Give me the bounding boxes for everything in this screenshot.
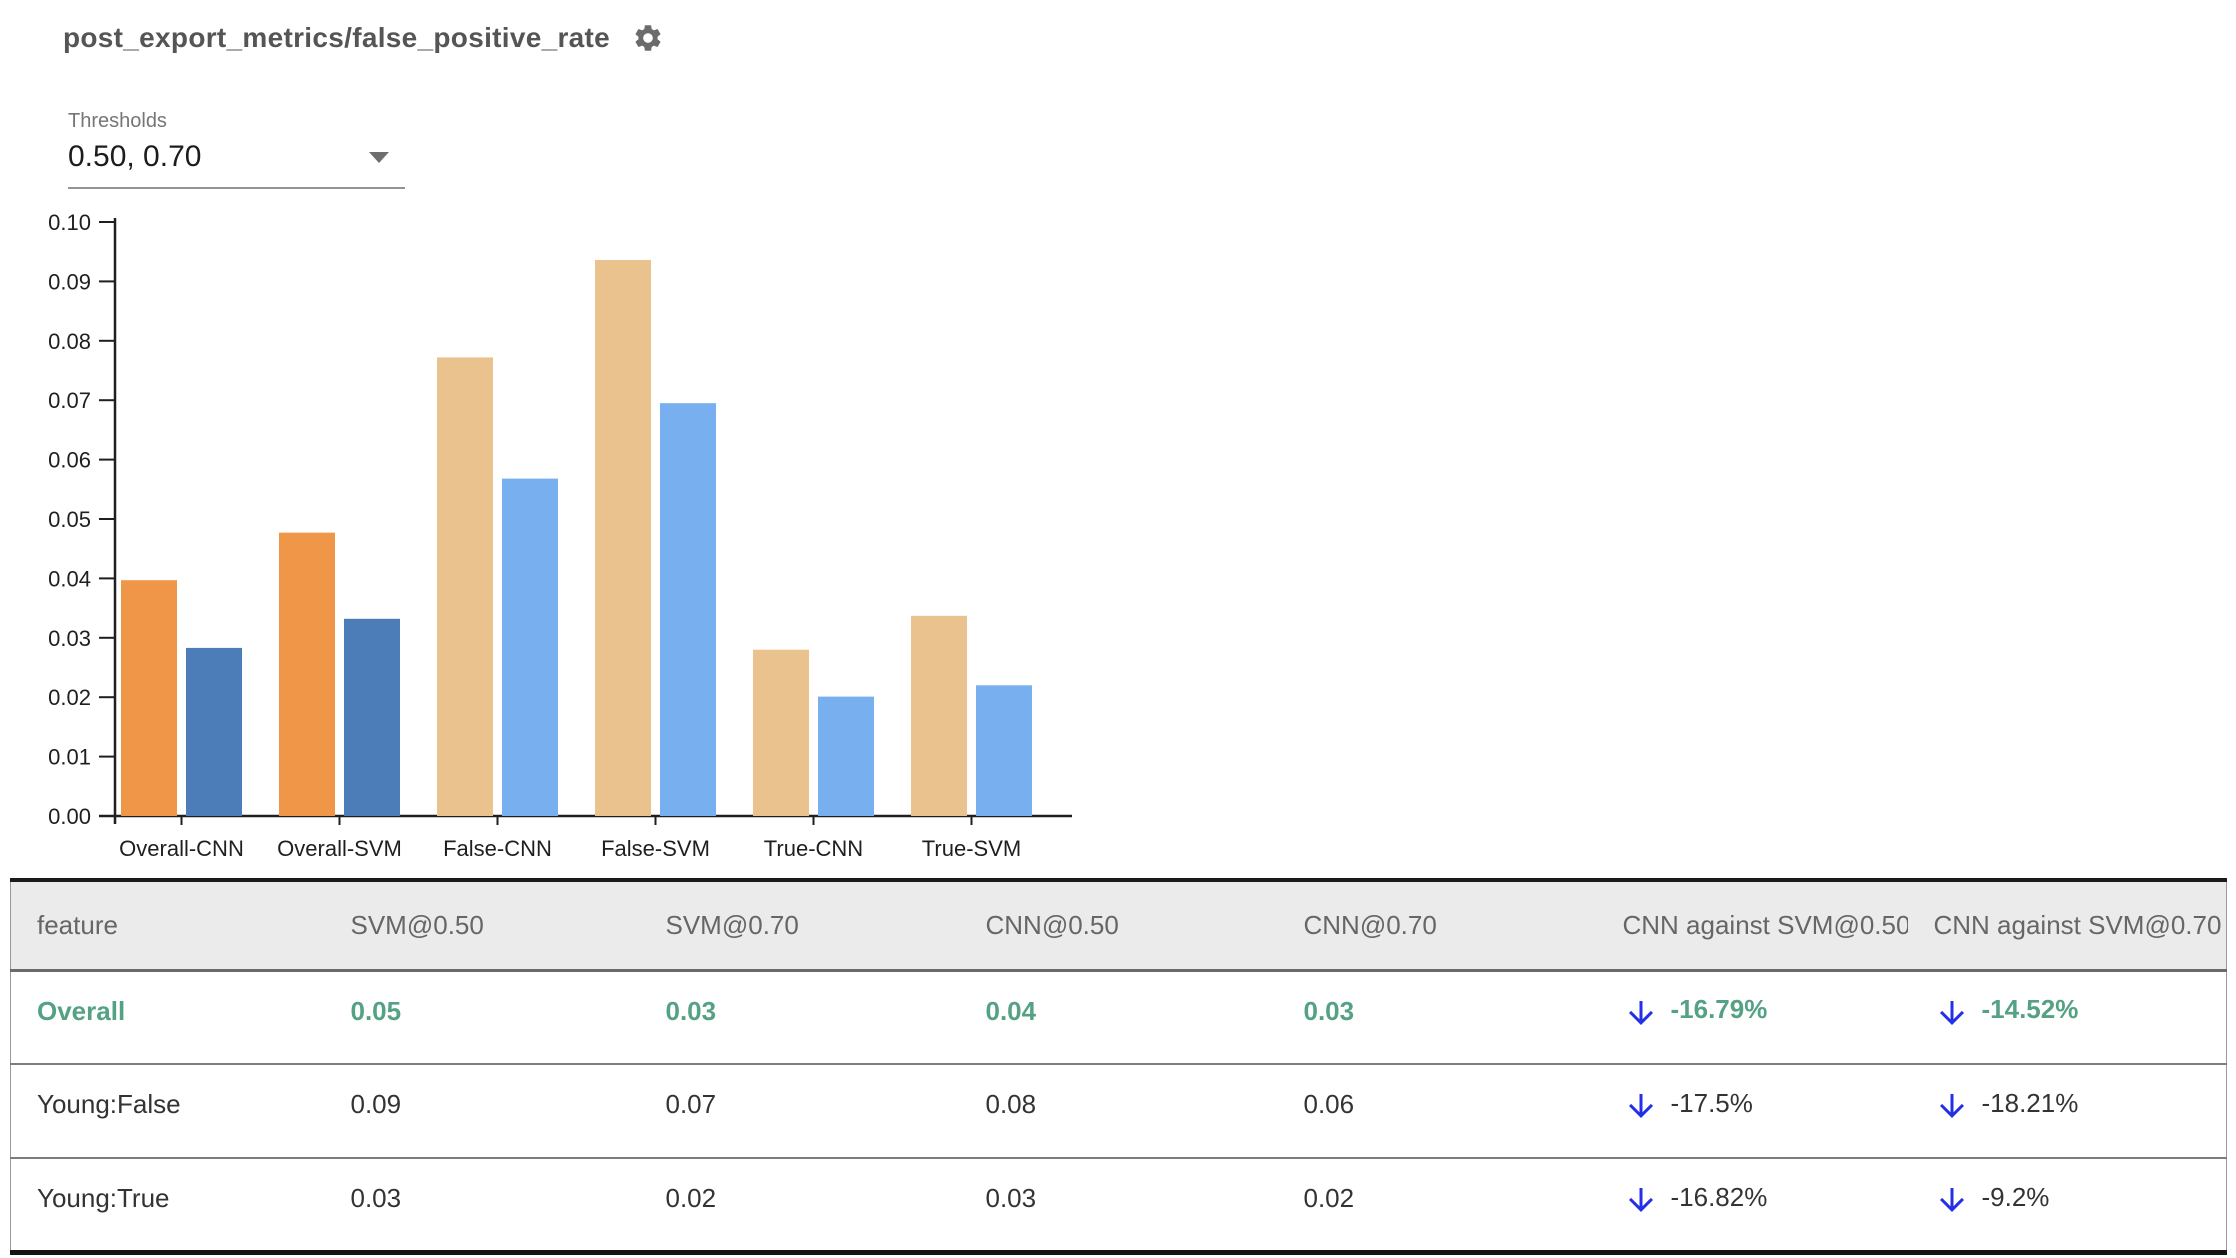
bar-Overall-CNN-threshold@0.50[interactable] xyxy=(121,580,177,816)
bar-False-CNN-threshold@0.50[interactable] xyxy=(437,357,493,816)
column-header: SVM@0.50 xyxy=(324,880,640,970)
diff-value: -16.79% xyxy=(1670,994,1768,1024)
bar-True-SVM-threshold@0.50[interactable] xyxy=(911,615,967,816)
diff-cell: -16.82% xyxy=(1597,1158,1908,1252)
bar-Overall-SVM-threshold@0.50[interactable] xyxy=(279,532,335,816)
arrow-down-icon xyxy=(1939,1094,1964,1118)
diff-value: -17.5% xyxy=(1670,1087,1753,1118)
metric-value-cell: 0.09 xyxy=(350,1089,402,1119)
y-axis-tick-label: 0.08 xyxy=(48,329,91,354)
x-category-label: False-SVM xyxy=(601,836,710,861)
diff-cell: -17.5% xyxy=(1597,1064,1908,1158)
diff-value: -9.2% xyxy=(1981,1181,2050,1212)
diff-cell: -9.2% xyxy=(1908,1158,2227,1252)
diff-value: -16.82% xyxy=(1670,1181,1768,1212)
column-header: CNN against SVM@0.70 xyxy=(1907,880,2227,970)
y-axis-tick-label: 0.00 xyxy=(48,804,91,829)
x-category-label: False-CNN xyxy=(443,836,552,861)
gear-icon[interactable] xyxy=(632,22,664,54)
y-axis-tick-label: 0.06 xyxy=(48,448,91,473)
feature-cell: Young:True xyxy=(37,1183,170,1213)
y-axis-tick-label: 0.09 xyxy=(48,269,91,294)
metrics-table: feature SVM@0.50 SVM@0.70 CNN@0.50 CNN@0.70 C… xyxy=(10,878,2227,1255)
thresholds-value: 0.50, 0.70 xyxy=(68,140,202,173)
column-header: CNN@0.70 xyxy=(1277,880,1597,970)
x-category-label: Overall-CNN xyxy=(119,836,244,861)
diff-cell: -14.52% xyxy=(1908,970,2227,1064)
arrow-down-icon xyxy=(1939,1188,1964,1212)
thresholds-label: Thresholds xyxy=(68,110,167,132)
y-axis-tick-label: 0.10 xyxy=(48,210,91,235)
metric-value-cell: 0.05 xyxy=(350,995,402,1026)
x-category-label: True-CNN xyxy=(764,836,863,861)
metric-value-cell: 0.03 xyxy=(985,1183,1037,1213)
bar-False-CNN-threshold@0.70[interactable] xyxy=(502,478,558,816)
bar-True-SVM-threshold@0.70[interactable] xyxy=(976,685,1032,816)
arrow-down-icon xyxy=(1628,1094,1653,1118)
table-row[interactable]: Young:True 0.03 0.02 0.03 0.02 -16.82% -9.2% xyxy=(11,1158,2227,1252)
bar-True-CNN-threshold@0.70[interactable] xyxy=(818,696,874,816)
metric-value-cell: 0.03 xyxy=(665,995,717,1026)
metric-value-cell: 0.07 xyxy=(665,1089,717,1119)
column-header: SVM@0.70 xyxy=(639,880,960,970)
table-row[interactable]: Young:False 0.09 0.07 0.08 0.06 -17.5% -18.21% xyxy=(10,1064,2227,1158)
metric-value-cell: 0.03 xyxy=(1303,995,1355,1026)
bar-False-SVM-threshold@0.50[interactable] xyxy=(595,260,651,816)
metric-value-cell: 0.02 xyxy=(665,1183,717,1213)
y-axis-tick-label: 0.04 xyxy=(48,566,91,591)
x-category-label: Overall-SVM xyxy=(277,836,402,861)
caret-down-icon[interactable] xyxy=(369,152,389,163)
feature-cell: Overall xyxy=(37,995,126,1026)
metric-value-cell: 0.02 xyxy=(1303,1183,1355,1213)
metric-value-cell: 0.06 xyxy=(1303,1089,1355,1119)
metric-value-cell: 0.03 xyxy=(350,1183,402,1213)
diff-value: -14.52% xyxy=(1981,994,2079,1024)
y-axis-tick-label: 0.05 xyxy=(48,507,91,532)
y-axis-tick-label: 0.07 xyxy=(48,388,91,413)
false-positive-rate-bar-chart: 0.00 0.01 0.02 0.03 0.04 0.05 0.06 0.07 0.08 0.09… xyxy=(0,205,1100,880)
y-axis-tick-label: 0.02 xyxy=(48,685,91,710)
diff-cell: -18.21% xyxy=(1908,1064,2227,1158)
bar-Overall-SVM-threshold@0.70[interactable] xyxy=(344,618,400,816)
diff-cell: -16.79% xyxy=(1597,970,1908,1064)
thresholds-select-field[interactable]: 0.50, 0.70 xyxy=(68,140,405,189)
y-axis-tick-label: 0.01 xyxy=(48,745,91,770)
column-header: CNN@0.50 xyxy=(959,880,1278,970)
table-header-row: feature SVM@0.50 SVM@0.70 CNN@0.50 CNN@0.70 C… xyxy=(10,880,2227,970)
y-axis-tick-label: 0.03 xyxy=(48,626,91,651)
arrow-down-icon xyxy=(1628,1000,1653,1025)
x-category-label: True-SVM xyxy=(922,836,1021,861)
table-row[interactable]: Overall 0.05 0.03 0.04 0.03 -16.79% -14.52% xyxy=(10,970,2227,1064)
thresholds-select[interactable]: Thresholds 0.50, 0.70 xyxy=(68,110,405,189)
diff-value: -18.21% xyxy=(1981,1087,2079,1118)
column-header: CNN against SVM@0.50 xyxy=(1596,880,1908,970)
feature-cell: Young:False xyxy=(37,1089,181,1119)
metric-value-cell: 0.04 xyxy=(985,995,1037,1026)
bar-Overall-CNN-threshold@0.70[interactable] xyxy=(186,647,242,816)
column-header: feature xyxy=(10,880,325,970)
arrow-down-icon xyxy=(1939,1000,1964,1025)
bar-True-CNN-threshold@0.50[interactable] xyxy=(753,649,809,816)
arrow-down-icon xyxy=(1628,1188,1653,1212)
metric-header: post_export_metrics/false_positive_rate xyxy=(63,22,664,54)
page-title: post_export_metrics/false_positive_rate xyxy=(63,22,611,53)
metric-value-cell: 0.08 xyxy=(985,1089,1037,1119)
bar-False-SVM-threshold@0.70[interactable] xyxy=(660,403,716,816)
